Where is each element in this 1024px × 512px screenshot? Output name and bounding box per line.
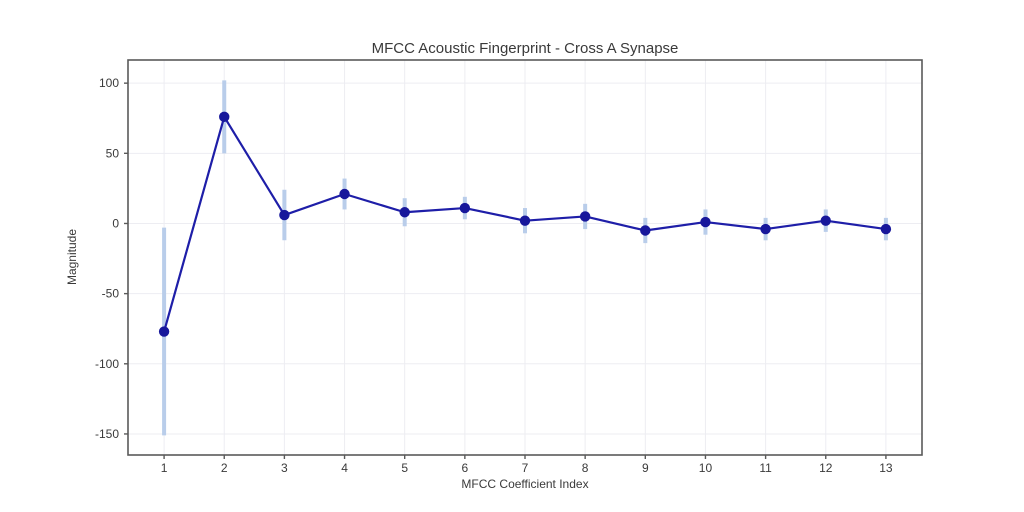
x-tick-label: 4: [341, 461, 348, 475]
y-tick-label: 50: [106, 146, 120, 160]
x-tick-label: 7: [522, 461, 529, 475]
data-point: [820, 215, 831, 226]
data-point: [339, 188, 350, 200]
grid-lines: [128, 60, 922, 455]
data-point: [579, 211, 591, 222]
data-point: [399, 207, 410, 218]
data-point: [279, 209, 290, 221]
y-tick-label: -150: [95, 427, 119, 441]
data-points: [158, 111, 892, 337]
data-point: [640, 225, 651, 236]
axes: [124, 59, 923, 459]
y-axis-label: Magnitude: [65, 229, 79, 285]
x-tick-label: 8: [582, 461, 589, 475]
data-point: [519, 215, 531, 226]
data-point: [459, 202, 471, 214]
y-tick-label: 100: [99, 76, 119, 90]
x-tick-label: 12: [819, 461, 833, 475]
x-tick-label: 6: [462, 461, 469, 475]
chart-title: MFCC Acoustic Fingerprint - Cross A Syna…: [372, 40, 679, 57]
x-tick-label: 10: [699, 461, 713, 475]
x-tick-label: 9: [642, 461, 649, 475]
data-point: [219, 111, 230, 123]
data-point: [760, 223, 771, 235]
x-tick-label: 3: [281, 461, 288, 475]
x-axis-label: MFCC Coefficient Index: [461, 477, 588, 491]
x-tick-label: 2: [221, 461, 228, 475]
data-point: [880, 223, 892, 235]
y-tick-label: -50: [102, 287, 120, 301]
x-tick-label: 13: [879, 461, 893, 475]
x-tick-label: 1: [161, 461, 168, 475]
y-tick-label: 0: [112, 216, 119, 230]
x-tick-label: 5: [401, 461, 408, 475]
data-point: [700, 216, 711, 228]
data-point: [158, 326, 170, 337]
x-tick-label: 11: [759, 461, 772, 475]
y-tick-label: -100: [95, 357, 119, 371]
